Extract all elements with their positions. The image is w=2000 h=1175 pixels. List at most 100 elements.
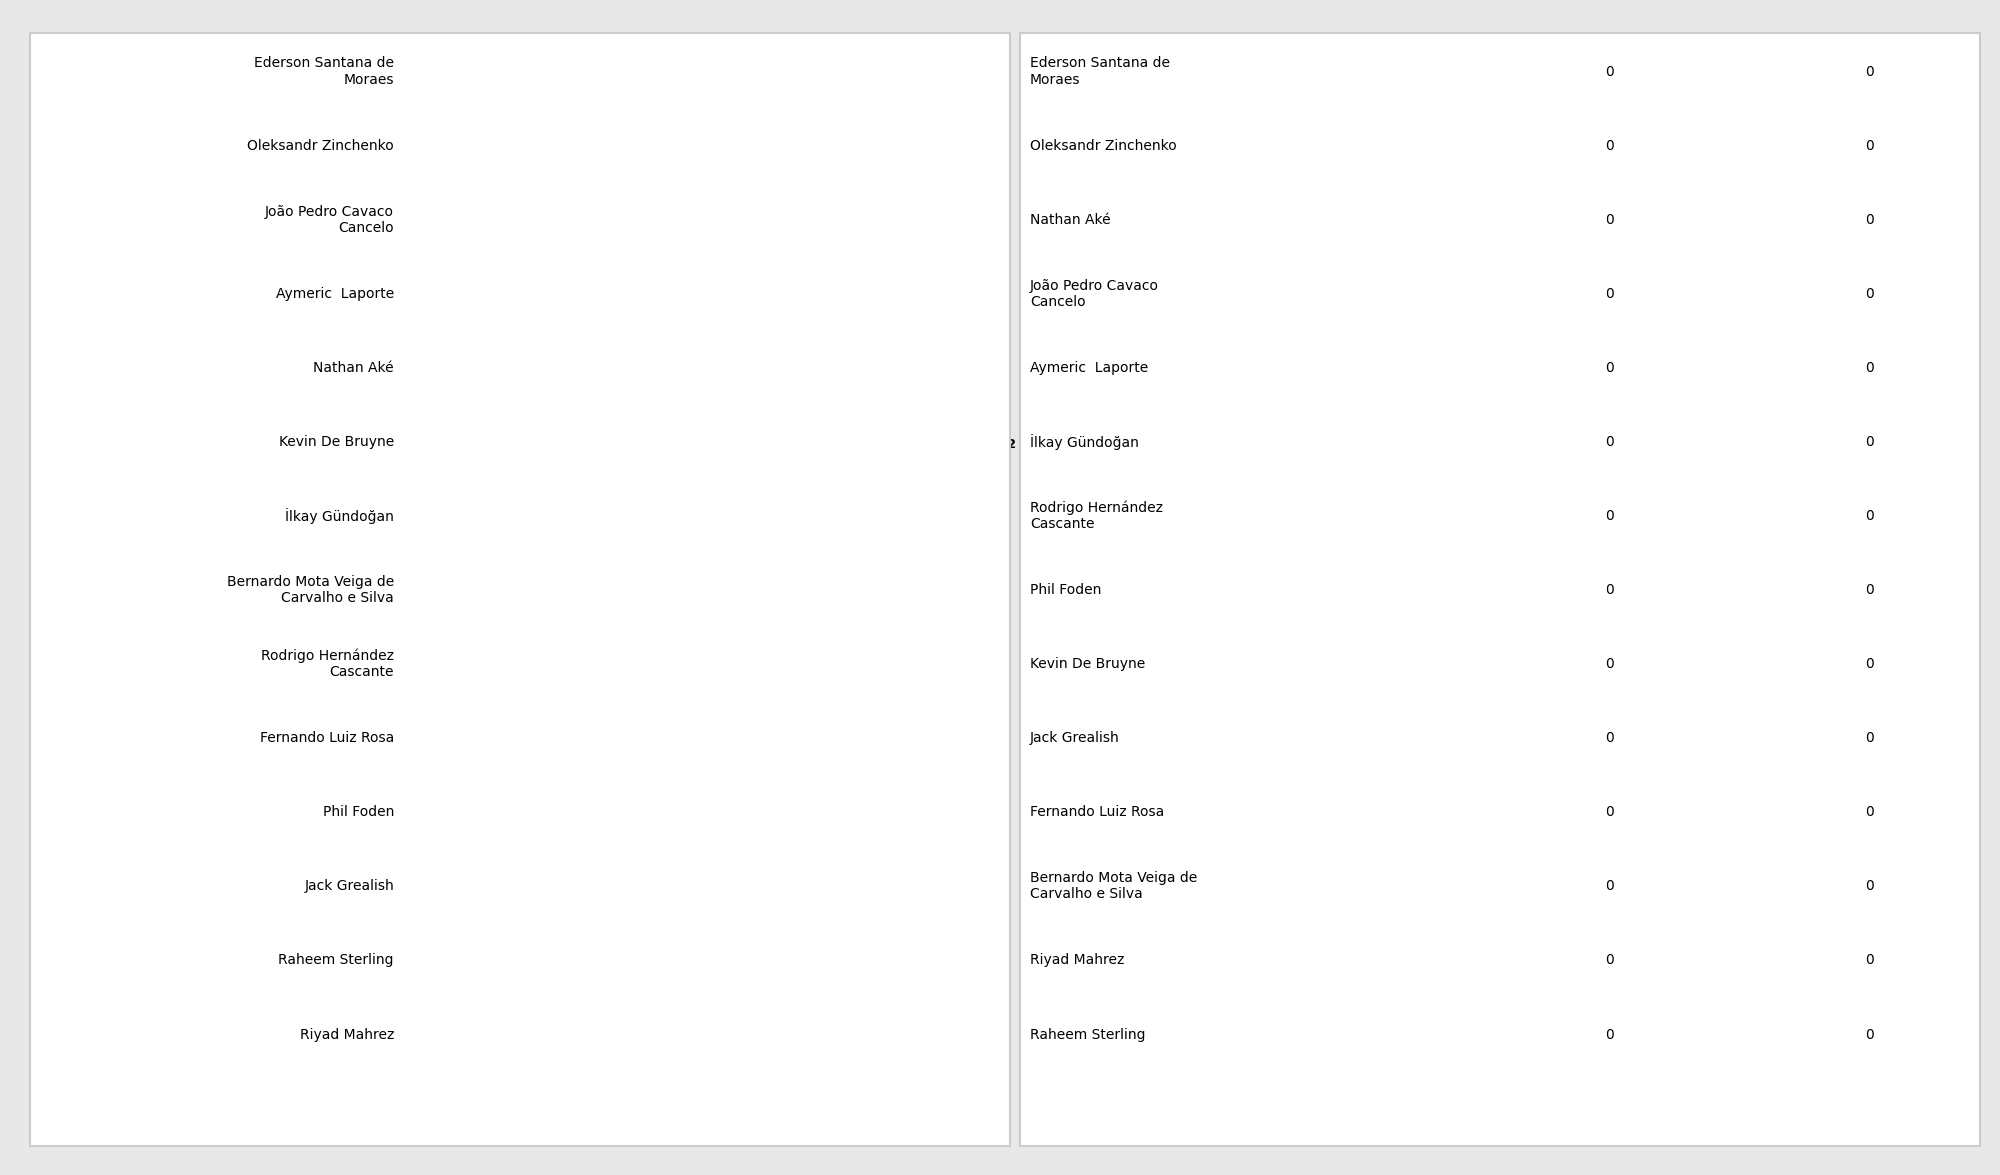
Bar — [572, 355, 606, 391]
Bar — [572, 139, 920, 175]
Text: Aymeric  Laporte: Aymeric Laporte — [1030, 361, 1148, 375]
Text: MC: MC — [326, 70, 340, 79]
Text: 0: 0 — [1866, 657, 1874, 671]
Text: Raheem Sterling: Raheem Sterling — [278, 953, 394, 967]
Text: 0: 0 — [1606, 879, 1614, 893]
Bar — [572, 67, 582, 103]
Text: 0: 0 — [1606, 805, 1614, 819]
Text: -0.012: -0.012 — [518, 1015, 562, 1028]
Text: 0.23: 0.23 — [706, 654, 736, 667]
Text: 0.72: 0.72 — [986, 438, 1016, 451]
Text: 0: 0 — [1866, 953, 1874, 967]
Text: João Pedro Cavaco
Cancelo: João Pedro Cavaco Cancelo — [1030, 278, 1160, 309]
Bar — [572, 283, 668, 318]
Text: 0: 0 — [1606, 657, 1614, 671]
Bar — [572, 859, 628, 895]
Text: 0.08: 0.08 — [620, 942, 650, 955]
Text: 0: 0 — [1866, 805, 1874, 819]
Text: 0: 0 — [1606, 287, 1614, 301]
Text: 0.1: 0.1 — [630, 871, 654, 884]
Bar — [420, 931, 572, 967]
Bar — [572, 931, 618, 967]
Text: İlkay Gündoğan: İlkay Gündoğan — [1030, 434, 1138, 450]
Text: -0.197: -0.197 — [412, 583, 456, 596]
Text: 0.54: 0.54 — [882, 222, 914, 235]
Circle shape — [956, 55, 1460, 94]
Text: 0.28: 0.28 — [734, 583, 764, 596]
Text: Ederson Santana de
Moraes: Ederson Santana de Moraes — [1030, 56, 1170, 87]
Circle shape — [76, 55, 590, 94]
Text: -0.264: -0.264 — [374, 942, 418, 955]
Bar — [492, 787, 572, 822]
Text: Rodrigo Hernández
Cascante: Rodrigo Hernández Cascante — [260, 649, 394, 679]
Text: 0: 0 — [1606, 509, 1614, 523]
Text: Nathan Aké: Nathan Aké — [314, 361, 394, 375]
Bar — [564, 1003, 572, 1039]
Text: 0: 0 — [1866, 287, 1874, 301]
Text: 0: 0 — [1606, 583, 1614, 597]
Bar — [474, 212, 572, 247]
Text: 0: 0 — [1866, 583, 1874, 597]
Text: 0.21: 0.21 — [694, 726, 724, 739]
Text: 0.61: 0.61 — [922, 150, 954, 163]
Bar — [562, 283, 572, 318]
Text: 0.02: 0.02 — [586, 79, 616, 92]
Text: 0: 0 — [1606, 139, 1614, 153]
Bar — [572, 571, 732, 607]
Text: 0: 0 — [1866, 213, 1874, 227]
Text: Bernardo Mota Veiga de
Carvalho e Silva: Bernardo Mota Veiga de Carvalho e Silva — [226, 575, 394, 605]
Text: 0.15: 0.15 — [660, 799, 690, 812]
Text: Fernando Luiz Rosa: Fernando Luiz Rosa — [260, 731, 394, 745]
Text: xT from Dribbles: xT from Dribbles — [1048, 61, 1310, 88]
Bar — [572, 499, 754, 535]
Text: -0.015: -0.015 — [516, 295, 560, 308]
Text: 0: 0 — [1606, 1027, 1614, 1041]
Bar — [572, 787, 658, 822]
Bar — [572, 643, 702, 679]
Text: Riyad Mahrez: Riyad Mahrez — [1030, 953, 1124, 967]
Text: Phil Foden: Phil Foden — [322, 805, 394, 819]
Circle shape — [900, 51, 1514, 99]
Text: -0.023: -0.023 — [512, 871, 556, 884]
Circle shape — [130, 59, 538, 90]
Bar — [572, 427, 982, 463]
Bar — [572, 1003, 578, 1039]
Text: Riyad Mahrez: Riyad Mahrez — [300, 1027, 394, 1041]
Text: Aymeric  Laporte: Aymeric Laporte — [276, 287, 394, 301]
Text: 0: 0 — [1606, 731, 1614, 745]
Text: 0: 0 — [1866, 361, 1874, 375]
Text: -0.21: -0.21 — [414, 510, 450, 524]
Text: Fernando Luiz Rosa: Fernando Luiz Rosa — [1030, 805, 1164, 819]
Bar — [458, 643, 572, 679]
Text: -0.199: -0.199 — [410, 654, 456, 667]
Bar — [452, 499, 572, 535]
Text: 0: 0 — [1606, 361, 1614, 375]
Bar — [572, 212, 880, 247]
Bar — [450, 427, 572, 463]
Bar — [468, 139, 572, 175]
Text: -0.212: -0.212 — [404, 438, 448, 451]
Text: xT from Passes: xT from Passes — [60, 61, 296, 88]
Text: -0.18: -0.18 — [430, 150, 466, 163]
Text: 0.01: 0.01 — [580, 1015, 610, 1028]
Text: 0.06: 0.06 — [608, 367, 638, 380]
Circle shape — [20, 51, 648, 99]
Bar — [572, 716, 692, 751]
Text: 0: 0 — [1866, 731, 1874, 745]
Text: MC: MC — [1200, 70, 1214, 79]
Text: 0: 0 — [1866, 139, 1874, 153]
Text: 0: 0 — [1866, 65, 1874, 79]
Text: Kevin De Bruyne: Kevin De Bruyne — [278, 435, 394, 449]
Text: -0.032: -0.032 — [506, 726, 550, 739]
Bar — [568, 355, 572, 391]
Text: Oleksandr Zinchenko: Oleksandr Zinchenko — [248, 139, 394, 153]
Text: Jack Grealish: Jack Grealish — [304, 879, 394, 893]
Text: 0: 0 — [1606, 953, 1614, 967]
Text: 0: 0 — [1866, 509, 1874, 523]
Text: -0.001: -0.001 — [524, 79, 568, 92]
Text: 0: 0 — [1606, 65, 1614, 79]
Text: Raheem Sterling: Raheem Sterling — [1030, 1027, 1146, 1041]
Text: -0.172: -0.172 — [426, 222, 470, 235]
Text: Bernardo Mota Veiga de
Carvalho e Silva: Bernardo Mota Veiga de Carvalho e Silva — [1030, 871, 1198, 901]
Text: Kevin De Bruyne: Kevin De Bruyne — [1030, 657, 1146, 671]
